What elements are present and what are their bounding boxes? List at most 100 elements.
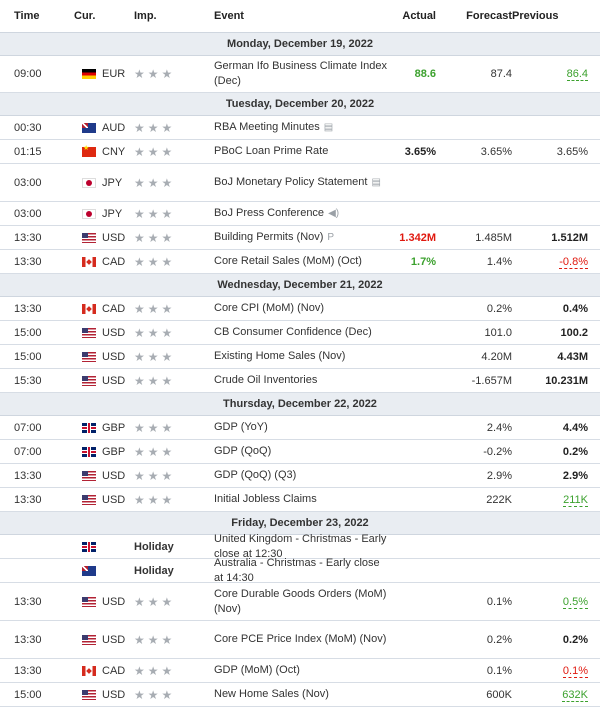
header-forecast[interactable]: Forecast	[466, 10, 512, 22]
event-row[interactable]: 00:30 AUD ★★★ RBA Meeting Minutes ▤	[0, 116, 600, 140]
event-name[interactable]: Core Retail Sales (MoM) (Oct)	[214, 255, 362, 267]
event-cell[interactable]: GDP (MoM) (Oct)	[210, 663, 388, 678]
importance-cell: ★★★	[130, 633, 210, 647]
table-header: Time Cur. Imp. Event Actual Forecast Pre…	[0, 0, 600, 33]
header-importance[interactable]: Imp.	[134, 10, 157, 22]
event-name[interactable]: Core PCE Price Index (MoM) (Nov)	[214, 633, 387, 645]
event-row[interactable]: 15:00 USD ★★★ Existing Home Sales (Nov) 4.20…	[0, 345, 600, 369]
event-name[interactable]: GDP (QoQ)	[214, 445, 272, 457]
header-previous[interactable]: Previous	[512, 10, 559, 22]
event-name[interactable]: Core Durable Goods Orders (MoM) (Nov)	[214, 587, 387, 615]
event-name[interactable]: United Kingdom - Christmas - Early close…	[214, 532, 387, 560]
currency-cell: USD	[70, 232, 130, 244]
event-row[interactable]: 03:00 JPY ★★★ BoJ Monetary Policy Statement…	[0, 164, 600, 202]
event-row[interactable]: 13:30 CAD ★★★ Core CPI (MoM) (Nov) 0.2% 0.4%	[0, 297, 600, 321]
event-cell[interactable]: Core Retail Sales (MoM) (Oct)	[210, 254, 388, 269]
currency-cell: JPY	[70, 208, 130, 220]
currency-cell: CAD	[70, 256, 130, 268]
currency-cell: EUR	[70, 68, 130, 80]
flag-icon	[82, 665, 96, 676]
importance-stars-icon: ★★★	[134, 420, 176, 435]
event-name[interactable]: BoJ Press Conference	[214, 207, 325, 219]
event-name[interactable]: Existing Home Sales (Nov)	[214, 350, 346, 362]
event-cell[interactable]: Building Permits (Nov) P	[210, 230, 388, 245]
event-cell[interactable]: BoJ Press Conference ◀)	[210, 206, 388, 221]
event-cell[interactable]: German Ifo Business Climate Index (Dec)	[210, 59, 388, 89]
event-cell[interactable]: New Home Sales (Nov)	[210, 687, 388, 702]
event-name[interactable]: CB Consumer Confidence (Dec)	[214, 326, 372, 338]
event-name[interactable]: Building Permits (Nov)	[214, 231, 324, 243]
currency-cell: USD	[70, 375, 130, 387]
event-name[interactable]: Australia - Christmas - Early close at 1…	[214, 556, 380, 584]
event-row[interactable]: 01:15 CNY ★★★ PBoC Loan Prime Rate 3.65% 3.65…	[0, 140, 600, 164]
event-name[interactable]: Initial Jobless Claims	[214, 493, 317, 505]
event-row[interactable]: 09:00 EUR ★★★ German Ifo Business Climate I…	[0, 56, 600, 93]
currency-cell: USD	[70, 689, 130, 701]
event-row[interactable]: 13:30 USD ★★★ Building Permits (Nov) P 1.342M…	[0, 226, 600, 250]
event-cell[interactable]: GDP (QoQ)	[210, 444, 388, 459]
event-cell[interactable]: GDP (YoY)	[210, 420, 388, 435]
event-cell[interactable]: Crude Oil Inventories	[210, 373, 388, 388]
event-row[interactable]: 13:30 CAD ★★★ Core Retail Sales (MoM) (Oct)…	[0, 250, 600, 274]
event-time: 13:30	[14, 633, 42, 646]
event-name[interactable]: New Home Sales (Nov)	[214, 688, 329, 700]
event-name[interactable]: GDP (MoM) (Oct)	[214, 664, 300, 676]
event-cell[interactable]: Australia - Christmas - Early close at 1…	[210, 556, 388, 586]
event-row[interactable]: 15:00 USD ★★★ CB Consumer Confidence (Dec) 1…	[0, 321, 600, 345]
event-cell[interactable]: GDP (QoQ) (Q3)	[210, 468, 388, 483]
event-row[interactable]: 07:00 GBP ★★★ GDP (YoY) 2.4% 4.4%	[0, 416, 600, 440]
event-row[interactable]: 15:30 USD ★★★ Crude Oil Inventories -1.657M 1…	[0, 369, 600, 393]
previous-value: 10.231M	[545, 374, 588, 387]
event-name[interactable]: PBoC Loan Prime Rate	[214, 145, 329, 157]
event-name[interactable]: Core CPI (MoM) (Nov)	[214, 302, 325, 314]
importance-cell: ★★★	[130, 374, 210, 388]
event-row[interactable]: Holiday United Kingdom - Christmas - Earl…	[0, 532, 600, 562]
event-cell[interactable]: BoJ Monetary Policy Statement ▤	[210, 175, 388, 190]
event-name[interactable]: German Ifo Business Climate Index (Dec)	[214, 60, 388, 87]
currency-cell: USD	[70, 494, 130, 506]
previous-value: 4.4%	[562, 421, 588, 434]
actual-cell: 1.342M	[388, 232, 436, 244]
previous-value: 0.2%	[562, 445, 588, 458]
header-time[interactable]: Time	[14, 10, 40, 22]
event-cell[interactable]: PBoC Loan Prime Rate	[210, 144, 388, 159]
event-cell[interactable]: Core Durable Goods Orders (MoM) (Nov)	[210, 587, 388, 617]
currency-code: CAD	[102, 255, 126, 268]
event-name[interactable]: RBA Meeting Minutes	[214, 121, 320, 133]
event-cell[interactable]: Core PCE Price Index (MoM) (Nov)	[210, 632, 388, 647]
event-name[interactable]: GDP (YoY)	[214, 421, 268, 433]
event-row[interactable]: 13:30 USD ★★★ Initial Jobless Claims 222K 211…	[0, 488, 600, 512]
event-cell[interactable]: United Kingdom - Christmas - Early close…	[210, 532, 388, 562]
event-cell[interactable]: Core CPI (MoM) (Nov)	[210, 301, 388, 316]
header-actual[interactable]: Actual	[402, 10, 436, 22]
event-row[interactable]: 13:30 USD ★★★ Core Durable Goods Orders (Mo…	[0, 583, 600, 621]
event-name[interactable]: Crude Oil Inventories	[214, 374, 318, 386]
event-row[interactable]: Holiday Australia - Christmas - Early clo…	[0, 556, 600, 586]
forecast-value: 87.4	[490, 68, 512, 80]
event-row[interactable]: 13:30 USD ★★★ Core PCE Price Index (MoM) (N…	[0, 621, 600, 659]
currency-code: USD	[102, 595, 126, 608]
event-cell[interactable]: CB Consumer Confidence (Dec)	[210, 325, 388, 340]
event-row[interactable]: 13:30 CAD ★★★ GDP (MoM) (Oct) 0.1% 0.1%	[0, 659, 600, 683]
flag-icon	[82, 122, 96, 133]
forecast-value: 600K	[486, 688, 512, 701]
importance-stars-icon: ★★★	[134, 468, 176, 483]
forecast-value: 0.2%	[486, 302, 512, 315]
previous-cell: 3.65%	[512, 146, 596, 158]
header-currency[interactable]: Cur.	[74, 10, 96, 22]
event-name[interactable]: BoJ Monetary Policy Statement	[214, 176, 368, 188]
event-row[interactable]: 03:00 JPY ★★★ BoJ Press Conference ◀)	[0, 202, 600, 226]
event-cell[interactable]: Initial Jobless Claims	[210, 492, 388, 507]
actual-cell: 1.7%	[388, 256, 436, 268]
flag-icon	[82, 144, 96, 157]
currency-code: USD	[102, 326, 126, 339]
event-row[interactable]: 07:00 GBP ★★★ GDP (QoQ) -0.2% 0.2%	[0, 440, 600, 464]
header-event[interactable]: Event	[214, 9, 244, 22]
event-row[interactable]: 15:00 USD ★★★ New Home Sales (Nov) 600K 632K	[0, 683, 600, 707]
importance-stars-icon: ★★★	[134, 175, 176, 190]
event-row[interactable]: 13:30 USD ★★★ GDP (QoQ) (Q3) 2.9% 2.9%	[0, 464, 600, 488]
event-cell[interactable]: RBA Meeting Minutes ▤	[210, 120, 388, 135]
event-cell[interactable]: Existing Home Sales (Nov)	[210, 349, 388, 364]
flag-icon	[82, 634, 96, 645]
event-name[interactable]: GDP (QoQ) (Q3)	[214, 469, 297, 481]
